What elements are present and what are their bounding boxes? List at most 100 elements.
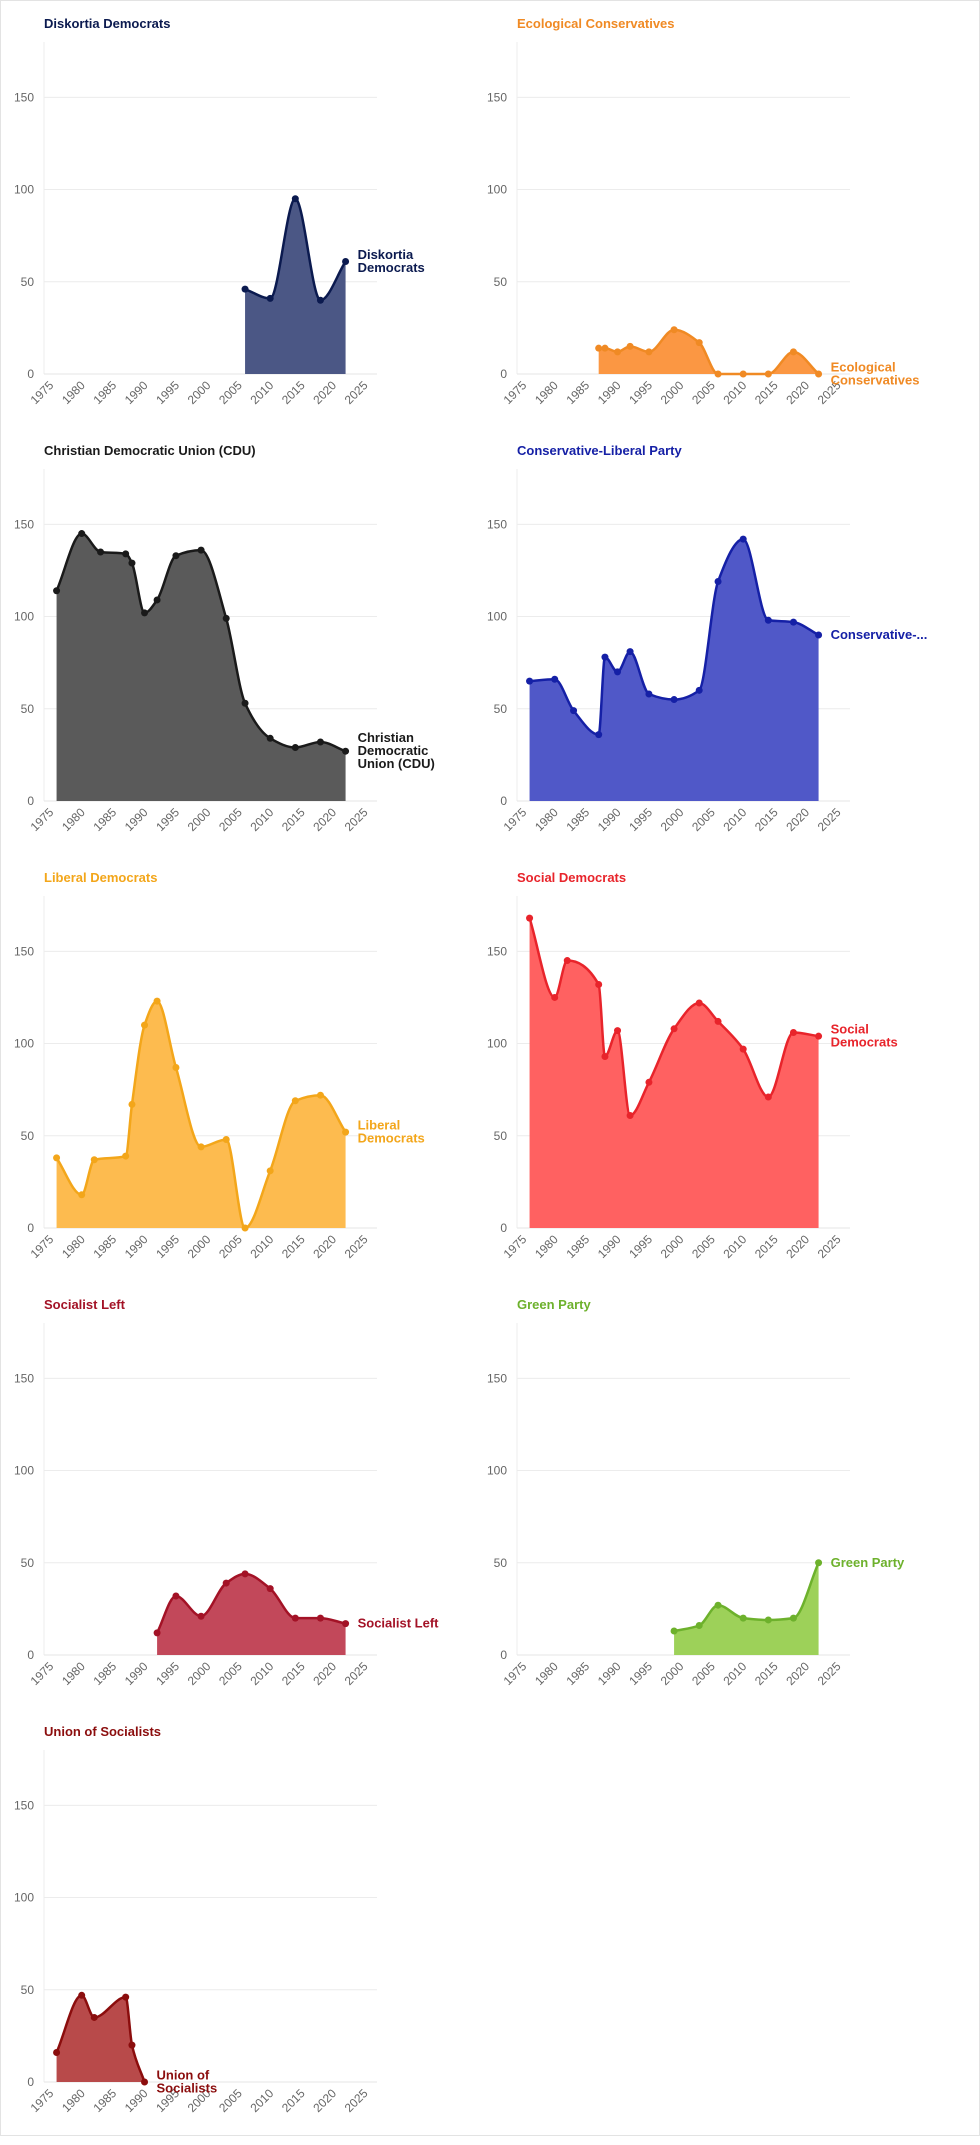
data-point[interactable] [645,690,653,698]
data-point[interactable] [342,1128,350,1136]
data-point[interactable] [645,1078,653,1086]
data-point[interactable] [595,981,603,989]
data-point[interactable] [153,1629,161,1637]
data-point[interactable] [78,1191,86,1199]
data-point[interactable] [172,552,180,560]
data-point[interactable] [291,195,299,203]
data-point[interactable] [714,1601,722,1609]
data-point[interactable] [626,342,634,350]
data-point[interactable] [695,999,703,1007]
data-point[interactable] [222,1579,230,1587]
data-point[interactable] [197,546,205,554]
data-point[interactable] [266,734,274,742]
data-point[interactable] [266,1585,274,1593]
data-point[interactable] [595,344,603,352]
data-point[interactable] [222,614,230,622]
data-point[interactable] [695,686,703,694]
data-point[interactable] [241,699,249,707]
data-point[interactable] [739,370,747,378]
data-point[interactable] [764,370,772,378]
data-point[interactable] [714,370,722,378]
data-point[interactable] [153,596,161,604]
data-point[interactable] [241,1224,249,1232]
data-point[interactable] [90,1156,98,1164]
data-point[interactable] [526,677,534,685]
data-point[interactable] [222,1135,230,1143]
data-point[interactable] [614,348,622,356]
data-point[interactable] [601,344,609,352]
data-point[interactable] [172,1064,180,1072]
data-point[interactable] [316,738,324,746]
data-point[interactable] [626,648,634,656]
data-point[interactable] [122,1152,130,1160]
data-point[interactable] [789,1614,797,1622]
data-point[interactable] [739,1614,747,1622]
data-point[interactable] [614,1027,622,1035]
data-point[interactable] [570,707,578,715]
data-point[interactable] [789,348,797,356]
data-point[interactable] [614,668,622,676]
data-point[interactable] [714,578,722,586]
data-point[interactable] [342,747,350,755]
data-point[interactable] [266,294,274,302]
data-point[interactable] [645,348,653,356]
data-point[interactable] [316,296,324,304]
data-point[interactable] [815,1559,823,1567]
data-point[interactable] [53,2048,61,2056]
data-point[interactable] [695,339,703,347]
data-point[interactable] [172,1592,180,1600]
data-point[interactable] [595,731,603,739]
data-point[interactable] [90,2013,98,2021]
data-point[interactable] [53,1154,61,1162]
data-point[interactable] [141,2078,149,2086]
data-point[interactable] [128,559,136,567]
data-point[interactable] [266,1167,274,1175]
data-point[interactable] [316,1614,324,1622]
data-point[interactable] [197,1143,205,1151]
data-point[interactable] [714,1017,722,1025]
data-point[interactable] [764,1616,772,1624]
data-point[interactable] [122,1993,130,2001]
data-point[interactable] [815,370,823,378]
data-point[interactable] [626,1111,634,1119]
data-point[interactable] [670,1627,678,1635]
data-point[interactable] [695,1621,703,1629]
data-point[interactable] [601,653,609,661]
data-point[interactable] [53,587,61,595]
data-point[interactable] [764,1093,772,1101]
data-point[interactable] [128,2041,136,2049]
data-point[interactable] [141,1021,149,1029]
data-point[interactable] [291,744,299,752]
data-point[interactable] [128,1100,136,1108]
data-point[interactable] [291,1097,299,1105]
data-point[interactable] [78,530,86,538]
data-point[interactable] [670,326,678,334]
data-point[interactable] [241,285,249,293]
data-point[interactable] [316,1091,324,1099]
data-point[interactable] [342,1620,350,1628]
data-point[interactable] [78,1991,86,1999]
data-point[interactable] [789,1028,797,1036]
data-point[interactable] [789,618,797,626]
data-point[interactable] [815,631,823,639]
data-point[interactable] [764,616,772,624]
data-point[interactable] [601,1052,609,1060]
data-point[interactable] [670,1025,678,1033]
data-point[interactable] [815,1032,823,1040]
data-point[interactable] [342,257,350,265]
data-point[interactable] [141,609,149,617]
data-point[interactable] [291,1614,299,1622]
data-point[interactable] [739,535,747,543]
data-point[interactable] [526,914,534,922]
data-point[interactable] [563,957,571,965]
data-point[interactable] [122,550,130,558]
x-tick-label: 1985 [90,378,119,407]
data-point[interactable] [197,1612,205,1620]
data-point[interactable] [241,1570,249,1578]
data-point[interactable] [670,696,678,704]
data-point[interactable] [551,993,559,1001]
data-point[interactable] [97,548,105,556]
data-point[interactable] [739,1045,747,1053]
data-point[interactable] [153,997,161,1005]
data-point[interactable] [551,675,559,683]
